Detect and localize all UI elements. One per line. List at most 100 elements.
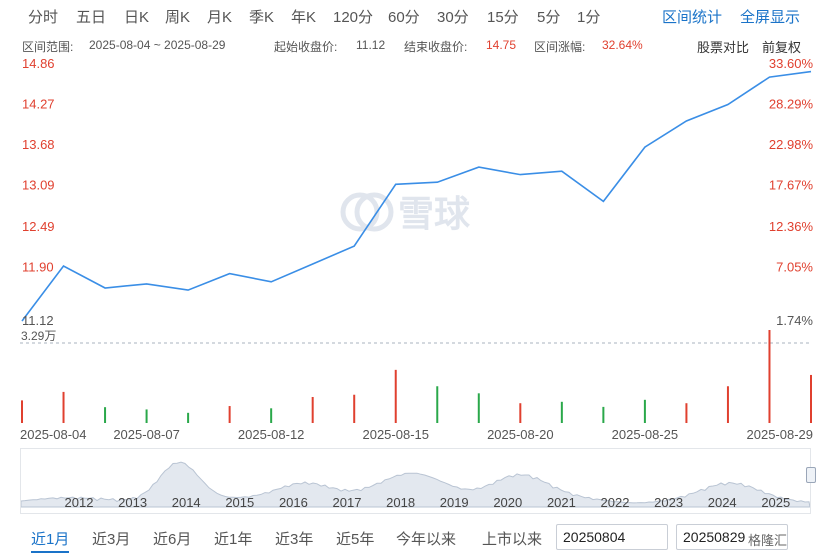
range-3month[interactable]: 近3月 <box>92 531 131 548</box>
y-left-tick: 14.86 <box>22 56 55 71</box>
price-chart[interactable]: 雪球 3.29万 14.86 14.27 13.68 13.09 12.49 11.90 1… <box>0 0 831 448</box>
volume-bar <box>228 406 231 423</box>
tab-intraday[interactable]: 分时 <box>28 9 59 26</box>
volume-bar <box>187 412 190 423</box>
volume-bar <box>643 399 646 423</box>
tab-5min[interactable]: 5分 <box>537 9 561 26</box>
y-left-tick: 14.27 <box>22 97 55 112</box>
y-right-tick: 28.29% <box>769 97 814 112</box>
volume-bar <box>270 408 273 423</box>
navigator-year-label: 2024 <box>708 495 737 510</box>
navigator-year-label: 2013 <box>118 495 147 510</box>
y-left-tick: 11.90 <box>22 259 54 274</box>
price-line <box>21 70 812 322</box>
volume-bar <box>768 330 771 423</box>
volume-max-label: 3.29万 <box>21 329 56 343</box>
range-selector: 近1月 近3月 近6月 近1年 近3年 近5年 今年以来 上市以来 <box>0 522 831 559</box>
date-to-input[interactable] <box>676 524 788 550</box>
volume-bar <box>477 393 480 423</box>
volume-bar <box>519 403 522 423</box>
watermark-text: 雪球 <box>398 193 471 234</box>
range-since-listing[interactable]: 上市以来 <box>482 531 543 548</box>
x-tick: 2025-08-29 <box>747 427 814 442</box>
watermark: 雪球 <box>340 192 471 234</box>
navigator-year-label: 2025 <box>761 495 790 510</box>
volume-bar <box>353 394 356 423</box>
range-value: 2025-08-04 ~ 2025-08-29 <box>89 38 226 52</box>
navigator-handle[interactable] <box>806 467 816 483</box>
period-tabs: 分时 五日 日K 周K 月K 季K 年K 120分 60分 30分 15分 5分… <box>0 0 831 32</box>
volume-bar <box>560 401 563 423</box>
x-tick: 2025-08-15 <box>362 427 429 442</box>
range-1month[interactable]: 近1月 <box>31 528 70 553</box>
x-tick: 2025-08-20 <box>487 427 554 442</box>
range-3year[interactable]: 近3年 <box>275 531 314 548</box>
end-close-value: 14.75 <box>486 38 517 52</box>
range-label: 区间范围: <box>22 40 74 54</box>
change-value: 32.64% <box>602 38 643 52</box>
volume-bar <box>602 406 605 423</box>
tab-yearly-k[interactable]: 年K <box>291 9 317 26</box>
navigator-year-label: 2014 <box>172 495 201 510</box>
range-stats-button[interactable]: 区间统计 <box>662 9 723 26</box>
change-label: 区间涨幅: <box>534 40 586 54</box>
volume-bar <box>62 391 65 423</box>
y-left-tick: 11.12 <box>22 313 54 328</box>
tab-daily-k[interactable]: 日K <box>124 9 150 26</box>
navigator-year-label: 2019 <box>440 495 469 510</box>
footer-watermark: 格隆汇 <box>748 533 788 548</box>
history-navigator[interactable]: 2012 2013 2014 2015 2016 2017 2018 2019 2020 2021… <box>20 448 811 514</box>
tab-monthly-k[interactable]: 月K <box>207 9 233 26</box>
navigator-area: 2012 2013 2014 2015 2016 2017 2018 2019 2020 2021… <box>21 461 810 510</box>
x-tick: 2025-08-04 <box>20 427 87 442</box>
tab-5day[interactable]: 五日 <box>76 9 107 26</box>
navigator-year-label: 2023 <box>654 495 683 510</box>
volume-bar <box>436 386 439 423</box>
volume-bar <box>394 369 397 423</box>
navigator-year-label: 2020 <box>493 495 522 510</box>
y-right-tick: 1.74% <box>776 313 813 328</box>
y-right-tick: 17.67% <box>769 178 814 193</box>
end-close-label: 结束收盘价: <box>404 40 468 54</box>
volume-bar <box>810 374 812 423</box>
x-tick: 2025-08-25 <box>612 427 679 442</box>
navigator-year-label: 2018 <box>386 495 415 510</box>
volume-bar <box>104 407 107 423</box>
start-close-value: 11.12 <box>356 38 386 52</box>
y-right-tick: 12.36% <box>769 219 814 234</box>
range-ytd[interactable]: 今年以来 <box>396 531 457 548</box>
tab-1min[interactable]: 1分 <box>577 9 601 26</box>
range-5year[interactable]: 近5年 <box>336 531 375 548</box>
tab-weekly-k[interactable]: 周K <box>165 9 191 26</box>
volume-bar <box>21 400 23 423</box>
y-left-tick: 12.49 <box>22 219 55 234</box>
volume-bar <box>145 409 148 423</box>
navigator-year-label: 2016 <box>279 495 308 510</box>
x-tick: 2025-08-12 <box>238 427 305 442</box>
y-right-tick: 22.98% <box>769 137 814 152</box>
range-1year[interactable]: 近1年 <box>214 531 253 548</box>
x-tick: 2025-08-07 <box>113 427 180 442</box>
date-from-input[interactable] <box>556 524 668 550</box>
navigator-year-label: 2015 <box>225 495 254 510</box>
tab-120min[interactable]: 120分 <box>333 9 374 26</box>
range-6month[interactable]: 近6月 <box>153 531 192 548</box>
range-info-bar: 区间范围: 2025-08-04 ~ 2025-08-29 起始收盘价: 11.… <box>0 36 831 56</box>
tab-quarterly-k[interactable]: 季K <box>249 9 275 26</box>
y-left-tick: 13.68 <box>22 137 55 152</box>
adjust-mode-select[interactable]: 前复权 <box>762 40 802 55</box>
stock-compare-button[interactable]: 股票对比 <box>697 40 750 55</box>
navigator-year-label: 2022 <box>601 495 630 510</box>
volume-bar <box>726 386 729 423</box>
navigator-year-label: 2021 <box>547 495 576 510</box>
fullscreen-button[interactable]: 全屏显示 <box>740 9 801 26</box>
y-right-tick: 33.60% <box>769 56 814 71</box>
start-close-label: 起始收盘价: <box>274 40 338 54</box>
tab-30min[interactable]: 30分 <box>437 9 469 26</box>
tab-15min[interactable]: 15分 <box>487 9 519 26</box>
y-right-tick: 7.05% <box>776 259 813 274</box>
y-left-tick: 13.09 <box>22 178 55 193</box>
tab-60min[interactable]: 60分 <box>388 9 420 26</box>
volume-bar <box>685 403 688 423</box>
navigator-year-label: 2012 <box>65 495 94 510</box>
